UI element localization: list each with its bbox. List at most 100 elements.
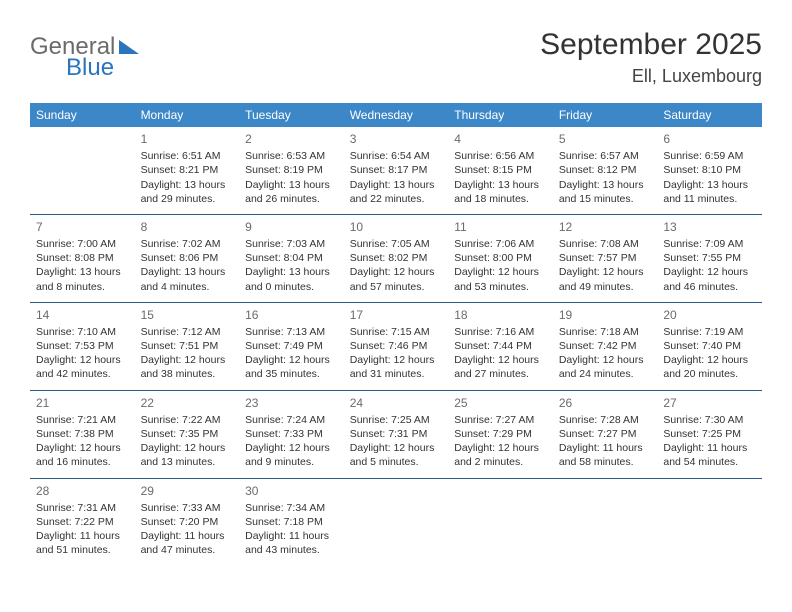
day-number: 1 <box>141 131 234 147</box>
day-daylight2: and 8 minutes. <box>36 280 129 294</box>
weekday-header: Thursday <box>448 103 553 127</box>
calendar-day-cell: 9Sunrise: 7:03 AMSunset: 8:04 PMDaylight… <box>239 214 344 302</box>
day-number: 12 <box>559 219 652 235</box>
day-daylight2: and 43 minutes. <box>245 543 338 557</box>
day-daylight1: Daylight: 11 hours <box>559 441 652 455</box>
brand-text: General Blue <box>30 34 115 80</box>
day-sunset: Sunset: 7:57 PM <box>559 251 652 265</box>
day-daylight2: and 35 minutes. <box>245 367 338 381</box>
day-number: 29 <box>141 483 234 499</box>
day-sunrise: Sunrise: 6:59 AM <box>663 149 756 163</box>
day-sunset: Sunset: 7:33 PM <box>245 427 338 441</box>
day-daylight2: and 49 minutes. <box>559 280 652 294</box>
day-sunrise: Sunrise: 6:53 AM <box>245 149 338 163</box>
day-daylight2: and 11 minutes. <box>663 192 756 206</box>
day-sunset: Sunset: 7:35 PM <box>141 427 234 441</box>
calendar-page: General Blue September 2025 Ell, Luxembo… <box>0 0 792 585</box>
page-header: General Blue September 2025 Ell, Luxembo… <box>30 28 762 87</box>
calendar-day-cell: 1 Sunrise: 6:51 AMSunset: 8:21 PMDaylight… <box>135 127 240 214</box>
day-sunrise: Sunrise: 6:51 AM <box>141 149 234 163</box>
day-sunset: Sunset: 8:00 PM <box>454 251 547 265</box>
day-sunrise: Sunrise: 7:03 AM <box>245 237 338 251</box>
day-sunset: Sunset: 8:02 PM <box>350 251 443 265</box>
day-sunrise: Sunrise: 7:00 AM <box>36 237 129 251</box>
day-number: 22 <box>141 395 234 411</box>
day-number: 10 <box>350 219 443 235</box>
day-number: 6 <box>663 131 756 147</box>
brand-logo: General Blue <box>30 28 139 80</box>
day-number: 19 <box>559 307 652 323</box>
day-sunset: Sunset: 8:12 PM <box>559 163 652 177</box>
day-sunset: Sunset: 8:04 PM <box>245 251 338 265</box>
day-daylight2: and 18 minutes. <box>454 192 547 206</box>
day-sunrise: Sunrise: 7:18 AM <box>559 325 652 339</box>
calendar-day-cell: 19 Sunrise: 7:18 AMSunset: 7:42 PMDayligh… <box>553 302 658 390</box>
calendar-day-cell: 17Sunrise: 7:15 AMSunset: 7:46 PMDayligh… <box>344 302 449 390</box>
day-daylight1: Daylight: 12 hours <box>559 353 652 367</box>
day-sunrise: Sunrise: 7:27 AM <box>454 413 547 427</box>
calendar-header-row: SundayMondayTuesdayWednesdayThursdayFrid… <box>30 103 762 127</box>
day-daylight2: and 0 minutes. <box>245 280 338 294</box>
calendar-body: 1Sunrise: 6:51 AMSunset: 8:21 PMDaylight… <box>30 127 762 565</box>
day-sunrise: Sunrise: 7:06 AM <box>454 237 547 251</box>
day-number: 27 <box>663 395 756 411</box>
day-sunset: Sunset: 7:49 PM <box>245 339 338 353</box>
day-sunrise: Sunrise: 7:19 AM <box>663 325 756 339</box>
day-number: 18 <box>454 307 547 323</box>
day-number: 30 <box>245 483 338 499</box>
day-sunrise: Sunrise: 7:09 AM <box>663 237 756 251</box>
day-daylight1: Daylight: 13 hours <box>350 178 443 192</box>
calendar-week-row: 28Sunrise: 7:31 AMSunset: 7:22 PMDayligh… <box>30 478 762 565</box>
day-daylight1: Daylight: 11 hours <box>245 529 338 543</box>
day-sunset: Sunset: 8:21 PM <box>141 163 234 177</box>
day-sunset: Sunset: 7:18 PM <box>245 515 338 529</box>
day-sunset: Sunset: 7:42 PM <box>559 339 652 353</box>
day-daylight1: Daylight: 12 hours <box>141 353 234 367</box>
day-sunrise: Sunrise: 7:02 AM <box>141 237 234 251</box>
calendar-day-cell: 26Sunrise: 7:28 AMSunset: 7:27 PMDayligh… <box>553 390 658 478</box>
location-subtitle: Ell, Luxembourg <box>540 66 762 87</box>
day-sunset: Sunset: 7:20 PM <box>141 515 234 529</box>
day-daylight2: and 46 minutes. <box>663 280 756 294</box>
weekday-header: Tuesday <box>239 103 344 127</box>
calendar-day-cell: 16Sunrise: 7:13 AMSunset: 7:49 PMDayligh… <box>239 302 344 390</box>
weekday-header: Monday <box>135 103 240 127</box>
day-daylight1: Daylight: 12 hours <box>36 441 129 455</box>
day-daylight1: Daylight: 13 hours <box>559 178 652 192</box>
day-sunrise: Sunrise: 7:33 AM <box>141 501 234 515</box>
day-sunrise: Sunrise: 7:16 AM <box>454 325 547 339</box>
day-number: 14 <box>36 307 129 323</box>
day-sunset: Sunset: 7:44 PM <box>454 339 547 353</box>
day-daylight2: and 38 minutes. <box>141 367 234 381</box>
day-number: 11 <box>454 219 547 235</box>
day-number: 15 <box>141 307 234 323</box>
day-number: 13 <box>663 219 756 235</box>
calendar-day-cell: 30Sunrise: 7:34 AMSunset: 7:18 PMDayligh… <box>239 478 344 565</box>
calendar-day-cell: 20Sunrise: 7:19 AMSunset: 7:40 PMDayligh… <box>657 302 762 390</box>
day-daylight2: and 2 minutes. <box>454 455 547 469</box>
day-sunrise: Sunrise: 7:28 AM <box>559 413 652 427</box>
day-sunset: Sunset: 7:53 PM <box>36 339 129 353</box>
day-daylight2: and 53 minutes. <box>454 280 547 294</box>
calendar-day-cell: 8Sunrise: 7:02 AMSunset: 8:06 PMDaylight… <box>135 214 240 302</box>
day-sunset: Sunset: 7:40 PM <box>663 339 756 353</box>
day-sunset: Sunset: 7:51 PM <box>141 339 234 353</box>
calendar-day-cell: 22Sunrise: 7:22 AMSunset: 7:35 PMDayligh… <box>135 390 240 478</box>
calendar-day-cell: 2Sunrise: 6:53 AMSunset: 8:19 PMDaylight… <box>239 127 344 214</box>
calendar-day-cell: 12Sunrise: 7:08 AMSunset: 7:57 PMDayligh… <box>553 214 658 302</box>
day-daylight1: Daylight: 13 hours <box>141 178 234 192</box>
day-sunrise: Sunrise: 7:13 AM <box>245 325 338 339</box>
calendar-day-cell: 23Sunrise: 7:24 AMSunset: 7:33 PMDayligh… <box>239 390 344 478</box>
day-daylight1: Daylight: 12 hours <box>454 265 547 279</box>
day-number: 17 <box>350 307 443 323</box>
calendar-day-cell: 6Sunrise: 6:59 AMSunset: 8:10 PMDaylight… <box>657 127 762 214</box>
day-sunset: Sunset: 7:25 PM <box>663 427 756 441</box>
day-number: 5 <box>559 131 652 147</box>
calendar-empty-cell <box>553 478 658 565</box>
day-sunset: Sunset: 7:31 PM <box>350 427 443 441</box>
day-number: 9 <box>245 219 338 235</box>
day-daylight1: Daylight: 12 hours <box>454 441 547 455</box>
day-sunset: Sunset: 8:10 PM <box>663 163 756 177</box>
day-sunrise: Sunrise: 7:12 AM <box>141 325 234 339</box>
day-sunrise: Sunrise: 7:25 AM <box>350 413 443 427</box>
